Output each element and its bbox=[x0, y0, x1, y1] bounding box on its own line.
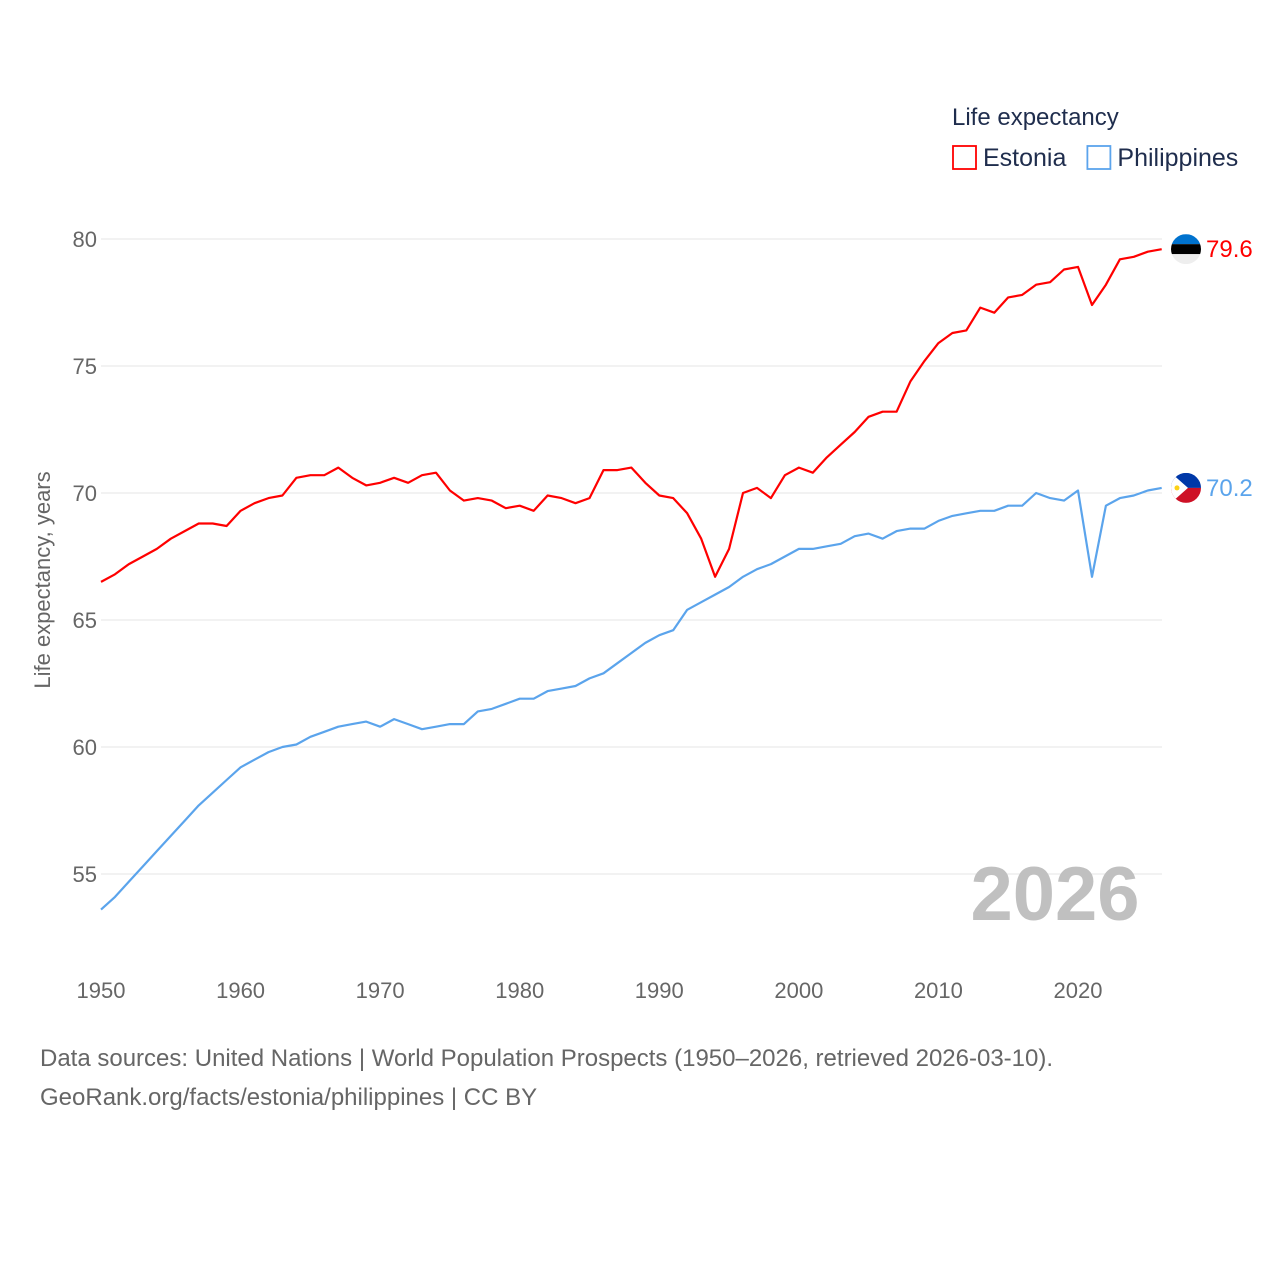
legend-label-philippines: Philippines bbox=[1117, 144, 1238, 172]
x-tick-label: 2010 bbox=[914, 978, 963, 1003]
legend-swatch-estonia bbox=[952, 145, 977, 170]
series-line-philippines bbox=[100, 486, 1162, 911]
footer-credit[interactable]: GeoRank.org/facts/estonia/philippines | … bbox=[40, 1084, 538, 1111]
flag-sun bbox=[1174, 485, 1180, 491]
flag-body bbox=[1171, 234, 1201, 265]
x-tick-label: 1970 bbox=[356, 978, 405, 1003]
x-tick-label: 1950 bbox=[77, 978, 126, 1003]
flag-stripe-blue bbox=[1171, 234, 1201, 245]
footer-sources: Data sources: United Nations | World Pop… bbox=[40, 1045, 1054, 1072]
legend: Life expectancy Estonia Philippines bbox=[952, 104, 1238, 172]
x-tick-label: 1980 bbox=[495, 978, 544, 1003]
year-watermark: 2026 bbox=[970, 852, 1139, 937]
y-tick-label: 70 bbox=[73, 481, 97, 506]
series-line-estonia bbox=[100, 248, 1162, 583]
x-tick-label: 2020 bbox=[1054, 978, 1103, 1003]
y-axis-label: Life expectancy, years bbox=[30, 471, 55, 688]
legend-swatch-philippines bbox=[1086, 145, 1112, 170]
flag-body bbox=[1171, 472, 1201, 503]
flag-stripe-black bbox=[1171, 244, 1201, 255]
y-tick-label: 80 bbox=[73, 227, 97, 252]
x-tick-label: 1990 bbox=[635, 978, 684, 1003]
y-tick-label: 75 bbox=[73, 354, 97, 379]
philippines-flag-icon bbox=[1171, 472, 1201, 503]
x-tick-label: 1960 bbox=[216, 978, 265, 1003]
flag-stripe-white bbox=[1171, 254, 1201, 265]
legend-title: Life expectancy bbox=[952, 104, 1119, 131]
estonia-flag-icon bbox=[1171, 234, 1201, 265]
end-value-label: 70.2 bbox=[1206, 475, 1253, 502]
y-tick-label: 65 bbox=[73, 608, 97, 633]
x-tick-label: 2000 bbox=[774, 978, 823, 1003]
y-tick-label: 55 bbox=[73, 862, 97, 887]
end-value-label: 79.6 bbox=[1206, 236, 1253, 263]
legend-label-estonia: Estonia bbox=[983, 144, 1066, 172]
y-tick-label: 60 bbox=[73, 735, 97, 760]
